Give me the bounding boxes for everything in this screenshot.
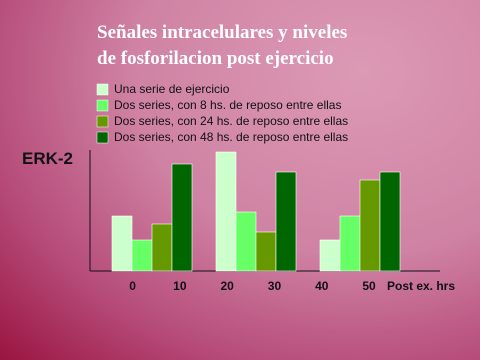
legend-label: Dos series, con 8 hs. de reposo entre el… [114,98,341,112]
bar [319,239,341,272]
bar [359,179,381,272]
bar [275,171,297,272]
bar [379,171,401,272]
bar [171,163,193,272]
x-tick-label: 20 [220,279,234,293]
bar [235,211,257,272]
legend-swatch [96,115,109,128]
legend-label: Una serie de ejercicio [114,82,230,96]
legend-swatch [96,83,109,96]
bar [151,223,173,272]
y-axis-label: ERK-2 [22,149,73,168]
legend-label: Dos series, con 48 hs. de reposo entre e… [114,130,348,144]
x-tick-label: 50 [362,279,376,293]
x-tick-label: 0 [129,279,136,293]
legend-swatch [96,131,109,144]
x-tick-label: 10 [173,279,187,293]
legend-swatch [96,99,109,112]
bar [255,231,277,272]
x-tick-label: 40 [315,279,329,293]
x-axis-label: Post ex. hrs [387,279,455,293]
bar [111,215,133,272]
legend-label: Dos series, con 24 hs. de reposo entre e… [114,114,348,128]
bar [131,239,153,272]
bar [339,215,361,272]
x-tick-label: 30 [268,279,282,293]
chart-title-line: de fosforilacion post ejercicio [97,48,334,69]
chart-title-line: Señales intracelulares y niveles [97,22,347,43]
bar [215,151,237,272]
